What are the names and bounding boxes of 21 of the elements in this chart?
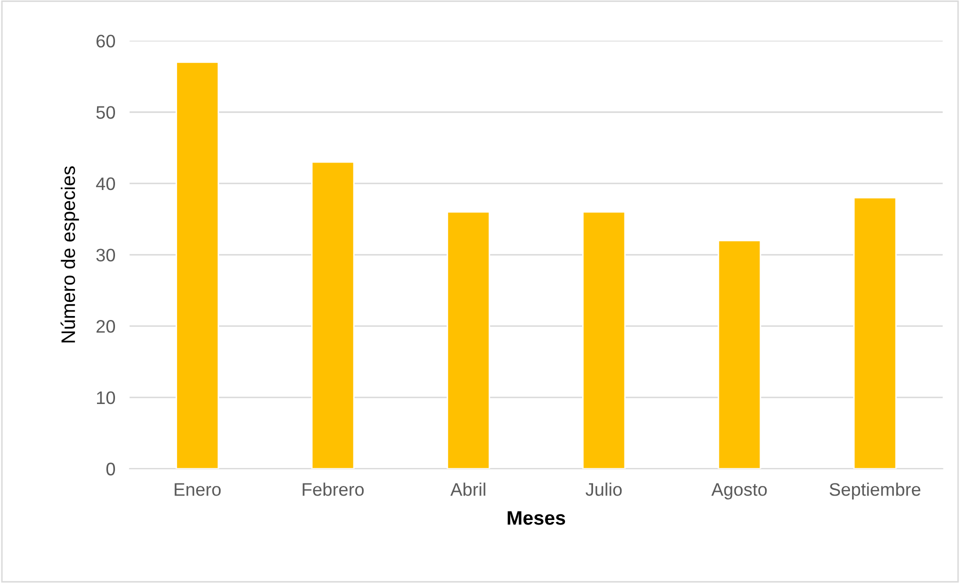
bar bbox=[176, 62, 220, 469]
x-tick-label: Febrero bbox=[302, 482, 364, 496]
y-axis-title: Número de especies bbox=[60, 166, 79, 342]
bar bbox=[582, 211, 626, 469]
bar bbox=[311, 161, 355, 469]
x-axis-title: Meses bbox=[508, 511, 566, 525]
y-tick-label: 50 bbox=[96, 106, 116, 119]
bar bbox=[853, 197, 897, 469]
y-tick-label: 40 bbox=[96, 177, 116, 190]
y-tick-label: 30 bbox=[96, 248, 116, 262]
x-tick-label: Septiembre bbox=[830, 482, 920, 500]
y-tick-label: 10 bbox=[97, 391, 116, 404]
bar bbox=[718, 240, 762, 469]
x-tick-label: Enero bbox=[174, 483, 221, 496]
y-tick-label: 20 bbox=[96, 320, 116, 333]
x-tick-label: Agosto bbox=[711, 483, 767, 500]
x-tick-label: Abril bbox=[450, 482, 486, 496]
y-tick-label: 0 bbox=[106, 462, 116, 476]
y-tick-label: 60 bbox=[96, 34, 116, 48]
bar bbox=[446, 211, 490, 469]
x-tick-label: Julio bbox=[586, 482, 622, 496]
